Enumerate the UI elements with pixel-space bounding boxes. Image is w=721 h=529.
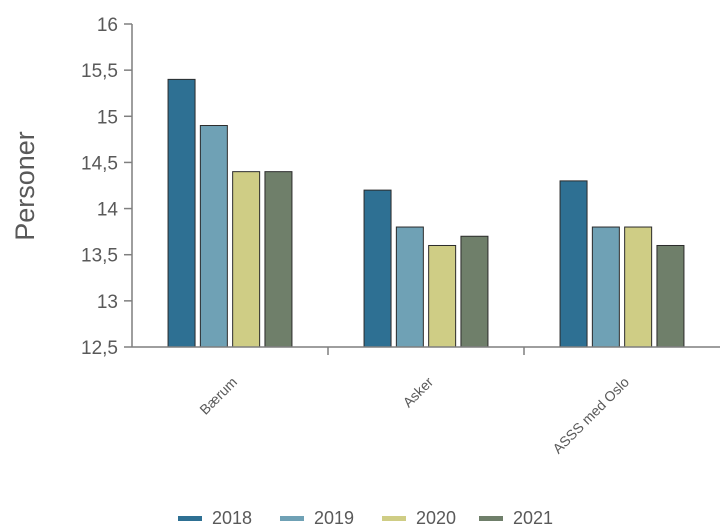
x-category-label: ASSS med Oslo	[549, 374, 632, 457]
bar-2020	[232, 171, 261, 348]
bar-2019	[199, 125, 228, 348]
legend-swatch	[382, 516, 406, 521]
x-category-label: Bærum	[196, 374, 240, 418]
y-tick-label: 16	[97, 15, 118, 36]
bar-2018	[363, 189, 392, 348]
bar-2020	[428, 244, 457, 348]
legend-swatch	[178, 516, 202, 521]
bar-2021	[264, 171, 293, 348]
x-axis: Bærum Asker ASSS med Oslo	[132, 346, 720, 457]
bar-2021	[656, 244, 685, 348]
y-tick-label: 15,5	[81, 61, 118, 82]
legend-swatch	[479, 516, 503, 521]
legend-label: 2021	[513, 508, 553, 528]
bar-2018	[167, 78, 196, 348]
y-axis-ticks: 12,5 13 13,5 14 14,5 15 15,5 16	[81, 15, 133, 359]
bars	[167, 78, 685, 348]
y-tick-label: 13	[97, 292, 118, 313]
legend-label: 2018	[212, 508, 252, 528]
y-tick-label: 15	[97, 107, 118, 128]
y-tick-label: 14,5	[81, 153, 118, 174]
legend: 2018 2019 2020 2021	[178, 508, 553, 528]
y-tick-label: 14	[97, 200, 119, 221]
y-tick-label: 12,5	[81, 338, 118, 359]
legend-swatch	[280, 516, 304, 521]
y-axis-title: Personer	[10, 131, 40, 241]
bar-2020	[624, 226, 653, 348]
legend-label: 2020	[416, 508, 456, 528]
legend-label: 2019	[314, 508, 354, 528]
bar-2019	[395, 226, 424, 348]
bar-2021	[460, 235, 489, 348]
bar-2018	[559, 180, 588, 348]
bar-2019	[591, 226, 620, 348]
y-tick-label: 13,5	[81, 246, 118, 267]
x-category-label: Asker	[399, 374, 436, 411]
